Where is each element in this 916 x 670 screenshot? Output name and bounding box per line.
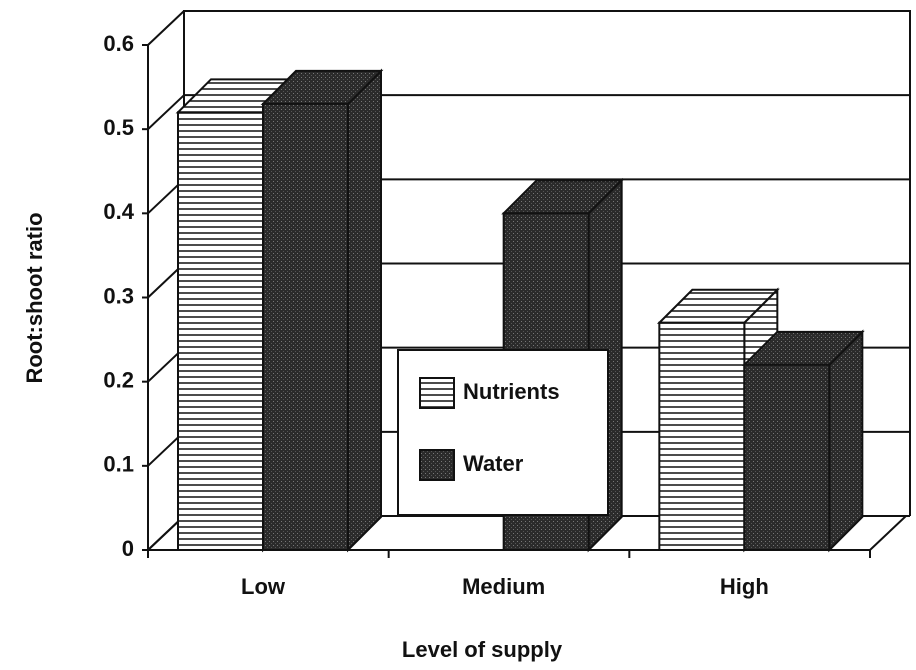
bar xyxy=(741,329,865,553)
legend-label: Water xyxy=(463,451,524,476)
legend-swatch xyxy=(419,377,455,409)
x-tick-label: Low xyxy=(241,574,286,599)
legend-box xyxy=(397,349,609,516)
y-tick-label: 0.3 xyxy=(103,283,134,308)
bar xyxy=(260,68,384,553)
side-wall-line xyxy=(147,94,185,130)
y-tick-label: 0.6 xyxy=(103,31,134,56)
y-tick-label: 0.4 xyxy=(103,199,134,224)
bar-front xyxy=(743,363,831,552)
bar-front xyxy=(262,102,349,552)
y-axis-title: Root:shoot ratio xyxy=(22,212,47,383)
legend-swatch xyxy=(419,449,455,481)
y-tick-label: 0 xyxy=(122,536,134,561)
y-tick-label: 0.2 xyxy=(103,367,134,392)
legend: Nutrients Water xyxy=(397,349,609,516)
bar-side xyxy=(828,329,864,553)
y-tick-label: 0.5 xyxy=(103,115,134,140)
y-tick-label: 0.1 xyxy=(103,452,134,477)
legend-label: Nutrients xyxy=(463,379,560,404)
x-axis-title: Level of supply xyxy=(402,637,563,662)
bar-front xyxy=(658,321,746,551)
side-wall-line xyxy=(147,10,185,46)
x-tick-label: Medium xyxy=(462,574,545,599)
bar-side xyxy=(347,68,382,553)
x-tick-label: High xyxy=(720,574,769,599)
bar-front xyxy=(177,111,264,551)
